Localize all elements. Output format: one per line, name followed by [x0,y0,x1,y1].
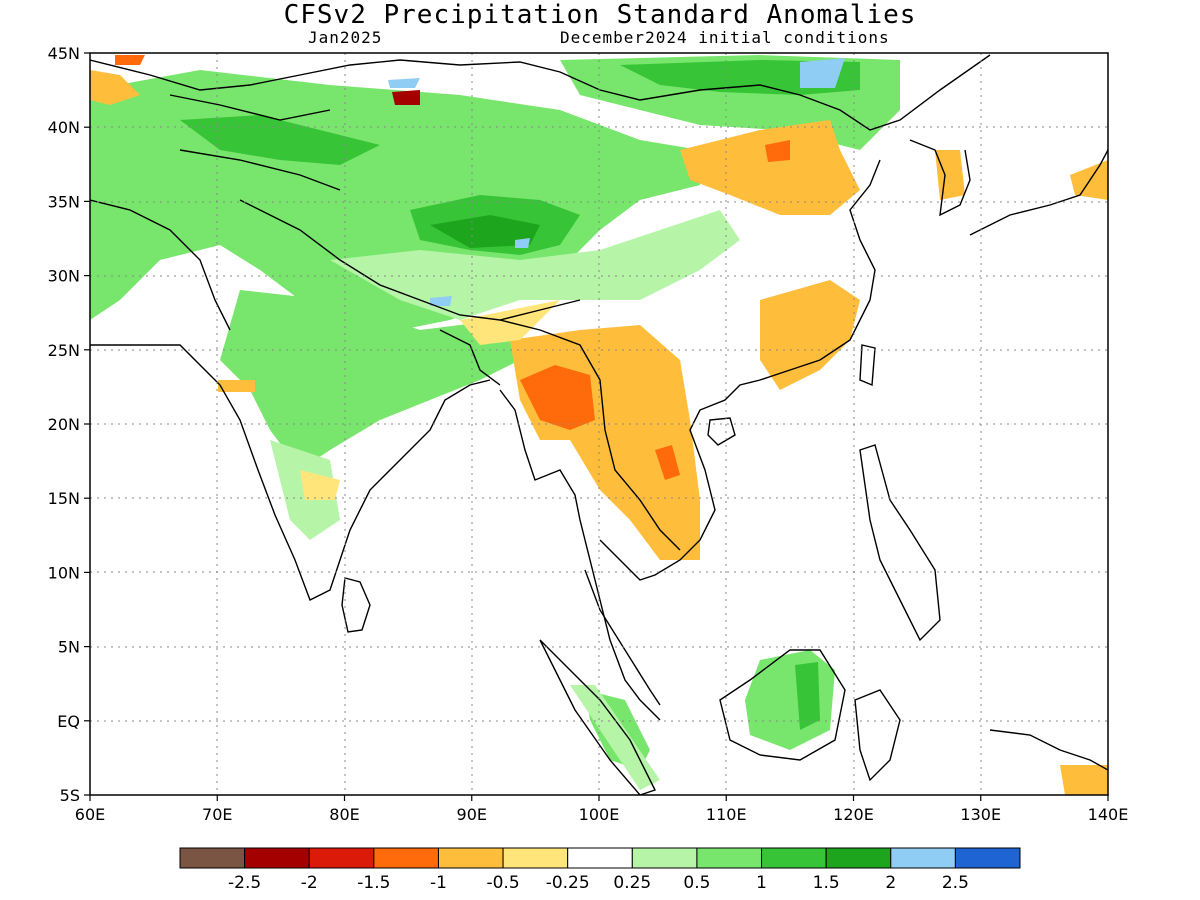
bay-of-bengal-east-coast [499,389,661,721]
inner-border-1 [179,149,341,191]
light-wet-sumatra [570,685,660,790]
longitude-axis: 60E 70E 80E 90E 100E 110E 120E 130E 140E [75,795,1129,824]
lon-tick-label: 70E [202,805,232,824]
sri-lanka [341,577,371,633]
colorbar-swatch [437,847,504,869]
colorbar-swatch [502,847,569,869]
india-coast [90,344,491,601]
colorbar-swatch [890,847,956,869]
strong-dry-vietnam [655,445,680,480]
colorbar-label: -0.5 [486,873,519,893]
colorbar-label: -0.25 [546,873,590,893]
philippines [859,444,941,642]
wet-region-india [220,290,520,470]
dry-new-guinea [1060,765,1108,795]
strong-wet-borneo [795,662,820,730]
colorbar-label: 1.5 [813,873,840,893]
lon-tick-label: 140E [1088,805,1129,824]
graticule [90,53,1108,795]
malay-peninsula [584,569,661,706]
colorbar-swatch [761,847,827,869]
colorbar-swatch [308,847,375,869]
colorbar-swatch [567,847,633,869]
very-wet-core-tibet [430,215,540,248]
lat-tick-label: 5N [58,638,80,657]
lat-tick-label: 40N [48,118,80,137]
forecast-month-label: Jan2025 [308,28,383,47]
initial-conditions-label: December2024 initial conditions [560,28,890,47]
dry-region-north-china [680,120,860,215]
lon-tick-label: 130E [960,805,1001,824]
map-title: CFSv2 Precipitation Standard Anomalies [283,0,917,30]
lat-tick-label: 30N [48,267,80,286]
new-guinea-coast [989,729,1108,771]
map-panel [90,53,1108,795]
colorbar-swatch [179,847,246,869]
lat-tick-label: 35N [48,192,80,211]
colorbar-label: 0.5 [683,873,710,893]
indochina-coast [599,159,881,581]
dry-india-west [218,380,255,392]
colorbar-label: -1 [430,873,447,893]
extreme-wet-spot-tibet-2 [430,296,452,306]
lon-tick-label: 120E [833,805,874,824]
extreme-wet-spot-west [388,78,420,88]
borneo-coast [719,649,846,761]
light-wet-tibet [330,210,740,320]
strong-dry-west-corner [115,55,145,65]
sulawesi [854,689,901,782]
lat-tick-label: 20N [48,415,80,434]
dry-region-west-edge [90,70,140,105]
sumatra-coast [539,639,656,795]
colorbar: -2.5 -2 -1.5 -1 -0.5 -0.25 0.25 0.5 1 1.5 2 2.5 [179,847,1021,893]
himalaya-border [239,199,581,321]
lat-tick-label: 25N [48,341,80,360]
extreme-dry-spot [392,90,420,105]
dry-india-south [300,470,340,500]
colorbar-swatch [696,847,763,869]
dry-japan-east [1070,160,1108,200]
lon-tick-label: 80E [329,805,359,824]
colorbar-label: 2.5 [942,873,969,893]
korea-coast [909,139,971,217]
northern-border [90,54,991,131]
lon-tick-label: 90E [457,805,487,824]
inner-border-2 [169,94,331,121]
colorbar-swatch [373,847,439,869]
coastlines [90,54,1108,795]
japan [969,149,1108,236]
strong-dry-north-china [765,140,790,162]
colorbar-swatch [825,847,892,869]
lon-tick-label: 60E [75,805,105,824]
colorbar-swatch [954,847,1021,869]
colorbar-label: 0.25 [613,873,651,893]
strong-dry-myanmar [520,365,595,430]
colorbar-label: 2 [885,873,896,893]
lat-tick-label: 10N [48,563,80,582]
extreme-wet-spot-north [800,58,845,88]
colorbar-swatch [631,847,698,869]
lat-tick-label: 15N [48,489,80,508]
bangladesh-border [439,329,501,386]
lon-tick-label: 100E [579,805,620,824]
extreme-wet-spot-tibet [515,238,530,248]
colorbar-swatch [244,847,310,869]
lat-tick-label: 45N [48,44,80,63]
colorbar-label: 1 [756,873,767,893]
dry-korea [935,150,965,200]
latitude-axis: 45N 40N 35N 30N 25N 20N 15N 10N 5N EQ 5S [48,44,90,805]
lat-tick-label: 5S [60,786,80,805]
colorbar-label: -1.5 [357,873,390,893]
taiwan [859,344,876,387]
anomaly-shading [90,55,1108,795]
lon-tick-label: 110E [706,805,747,824]
dry-region-south-china [760,280,860,390]
lat-tick-label: EQ [57,712,80,731]
colorbar-label: -2.5 [228,873,261,893]
myanmar-border [499,319,681,551]
colorbar-label: -2 [301,873,318,893]
